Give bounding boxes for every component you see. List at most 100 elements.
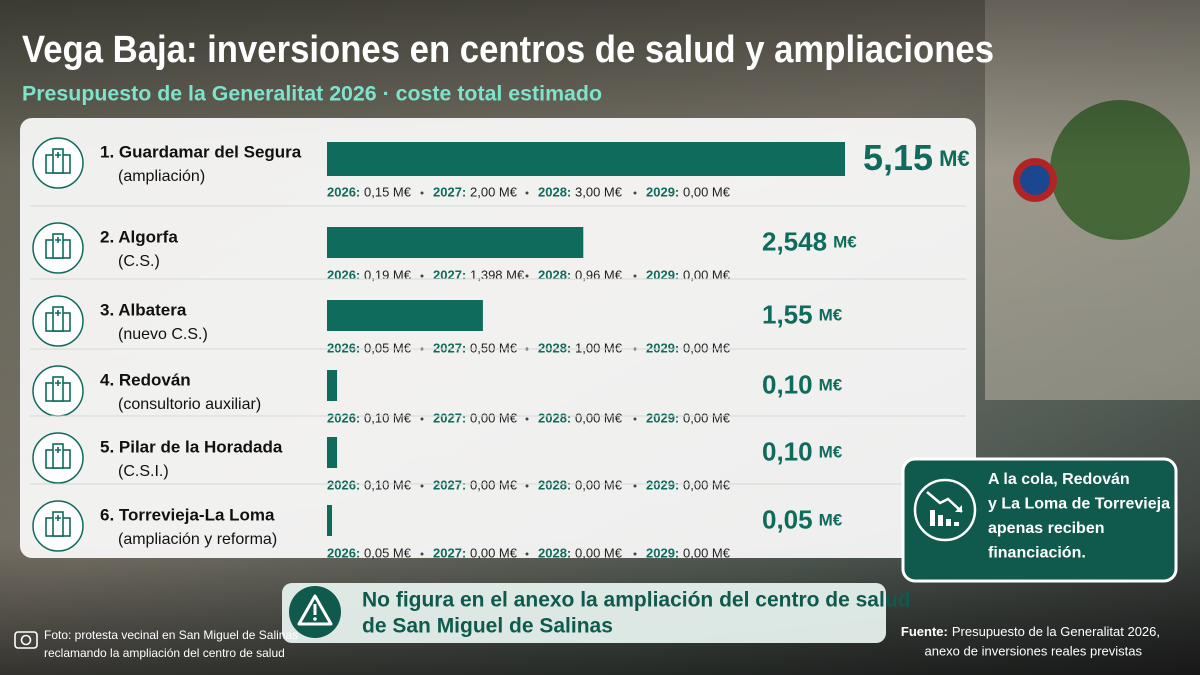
separator-dot xyxy=(420,484,424,488)
credit-line: Foto: protesta vecinal en San Miguel de … xyxy=(44,628,298,642)
year-value: 0,00 M€ xyxy=(575,477,623,492)
value-unit: M€ xyxy=(819,511,843,530)
camera-lens xyxy=(20,634,32,646)
year-value: 0,96 M€ xyxy=(575,267,623,282)
separator-dot xyxy=(633,274,637,278)
year-value: 0,10 M€ xyxy=(364,477,412,492)
warning-line: No figura en el anexo la ampliación del … xyxy=(362,589,910,612)
row-icon-cross xyxy=(55,447,61,453)
value-label: 0,05 M€ xyxy=(762,504,843,534)
bar xyxy=(327,142,845,176)
callout-text: A la cola, Redován y La Loma de Torreviej… xyxy=(988,471,1170,562)
year-label: 2027: xyxy=(433,267,466,282)
year-value: 0,00 M€ xyxy=(683,340,731,355)
year-label: 2026: xyxy=(327,410,360,425)
category-label: 6. Torrevieja-La Loma xyxy=(100,505,275,524)
year-value: 3,00 M€ xyxy=(575,184,623,199)
row-icon-cross xyxy=(55,237,61,243)
callout-line: financiación. xyxy=(988,545,1086,562)
year-label: 2029: xyxy=(646,267,679,282)
callout-icon xyxy=(930,510,959,526)
bar xyxy=(327,370,338,401)
separator-dot xyxy=(420,552,424,556)
category-note: (ampliación y reforma) xyxy=(118,531,277,548)
callout-box xyxy=(901,457,1178,583)
row-icon-tower xyxy=(52,511,64,537)
value-number: 5,15 xyxy=(863,137,933,178)
bar xyxy=(327,437,338,468)
value-label: 1,55 M€ xyxy=(762,299,843,329)
year-label: 2028: xyxy=(538,477,571,492)
panel xyxy=(20,118,976,558)
year-value: 0,00 M€ xyxy=(683,477,731,492)
category-note: (consultorio auxiliar) xyxy=(118,396,261,413)
year-label: 2027: xyxy=(433,545,466,560)
photo-credit: Foto: protesta vecinal en San Miguel de … xyxy=(44,628,298,660)
year-value: 0,00 M€ xyxy=(575,545,623,560)
separator-dot xyxy=(525,274,529,278)
source-label: Fuente: xyxy=(901,624,948,639)
bar xyxy=(327,300,483,331)
callout-trend xyxy=(926,491,963,513)
source-line: Fuente: Presupuesto de la Generalitat 202… xyxy=(901,624,1160,639)
year-value: 0,00 M€ xyxy=(683,545,731,560)
separator-dot xyxy=(525,484,529,488)
category-note: (nuevo C.S.) xyxy=(118,326,208,343)
year-label: 2027: xyxy=(433,340,466,355)
year-label: 2026: xyxy=(327,340,360,355)
category-note: (C.S.) xyxy=(118,253,160,270)
year-value: 0,10 M€ xyxy=(364,410,412,425)
year-value: 0,19 M€ xyxy=(364,267,412,282)
year-label: 2028: xyxy=(538,184,571,199)
year-label: 2027: xyxy=(433,184,466,199)
year-value: 2,00 M€ xyxy=(470,184,518,199)
separator-dot xyxy=(420,274,424,278)
separator-dot xyxy=(633,191,637,195)
warning-icon-bar xyxy=(313,604,317,615)
value-number: 1,55 xyxy=(762,299,813,329)
source-text: Presupuesto de la Generalitat 2026, xyxy=(952,624,1160,639)
year-label: 2026: xyxy=(327,184,360,199)
value-label: 5,15 M€ xyxy=(863,137,970,178)
warning-icon-dot xyxy=(313,617,317,621)
value-unit: M€ xyxy=(939,146,970,171)
warning-icon xyxy=(297,594,333,626)
year-value: 1,00 M€ xyxy=(575,340,623,355)
year-label: 2027: xyxy=(433,477,466,492)
year-label: 2029: xyxy=(646,184,679,199)
callout-line: apenas reciben xyxy=(988,520,1105,537)
category-label: 2. Algorfa xyxy=(100,227,178,246)
category-label: 1. Guardamar del Segura xyxy=(100,142,302,161)
row-icon-cross xyxy=(55,380,61,386)
year-label: 2026: xyxy=(327,267,360,282)
separator-dot xyxy=(420,417,424,421)
year-label: 2029: xyxy=(646,410,679,425)
subtitle: Presupuesto de la Generalitat 2026 · cos… xyxy=(22,83,602,106)
year-value: 0,50 M€ xyxy=(470,340,518,355)
year-label: 2026: xyxy=(327,477,360,492)
year-value: 0,15 M€ xyxy=(364,184,412,199)
title: Vega Baja: inversiones en centros de sal… xyxy=(22,29,994,71)
value-number: 0,10 xyxy=(762,436,813,466)
year-value: 0,00 M€ xyxy=(575,410,623,425)
year-value: 0,00 M€ xyxy=(683,410,731,425)
separator-dot xyxy=(525,552,529,556)
rows: 1. Guardamar del Segura(ampliación) 5,15 M… xyxy=(30,137,970,560)
row-icon-tower xyxy=(52,306,64,332)
row-icon-cross xyxy=(55,515,61,521)
bar xyxy=(327,505,333,536)
separator-dot xyxy=(633,484,637,488)
category-label: 5. Pilar de la Horadada xyxy=(100,437,283,456)
row-icon-tower xyxy=(52,443,64,469)
separator-dot xyxy=(633,552,637,556)
source: Fuente: Presupuesto de la Generalitat 202… xyxy=(901,624,1160,658)
year-label: 2029: xyxy=(646,477,679,492)
row-icon-cross xyxy=(55,310,61,316)
value-unit: M€ xyxy=(833,233,857,252)
year-value: 0,00 M€ xyxy=(470,545,518,560)
separator-dot xyxy=(420,191,424,195)
value-unit: M€ xyxy=(819,376,843,395)
year-label: 2029: xyxy=(646,545,679,560)
year-label: 2028: xyxy=(538,340,571,355)
year-value: 0,05 M€ xyxy=(364,545,412,560)
